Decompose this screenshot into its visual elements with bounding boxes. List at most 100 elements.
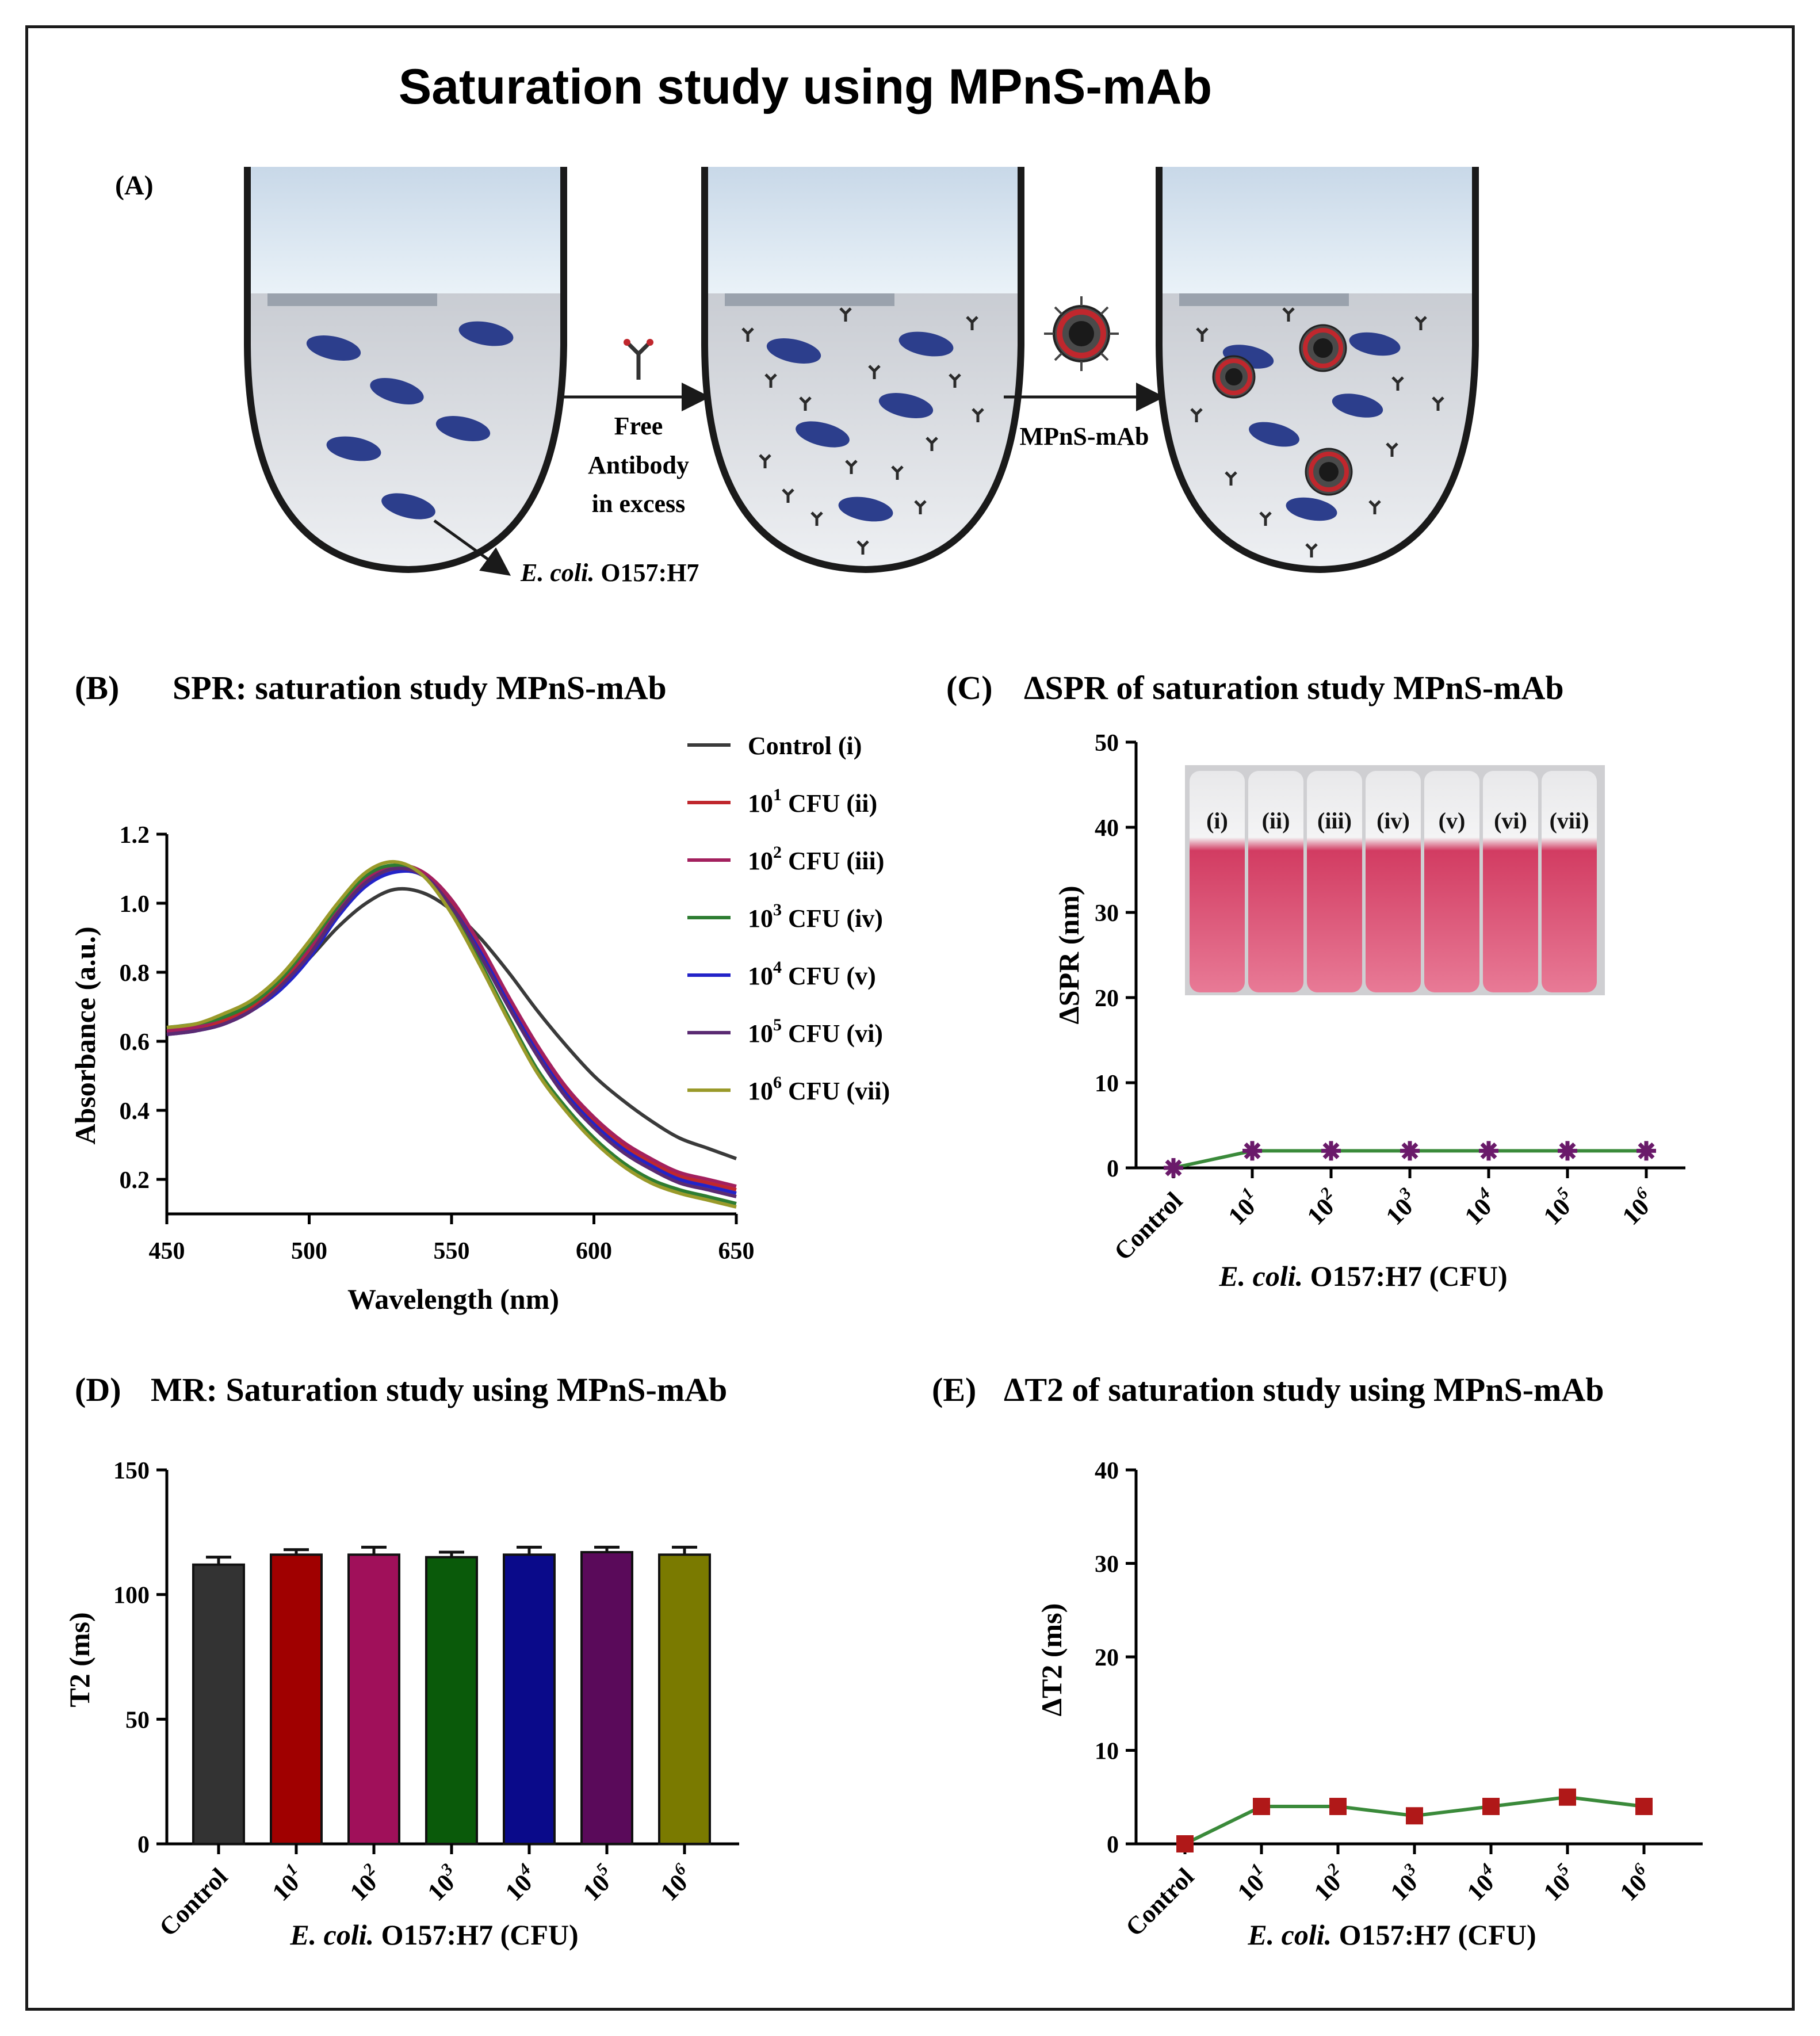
c-x-tick-label: Control (1108, 1186, 1188, 1266)
e-x-tick-label: Control (1120, 1862, 1199, 1942)
b-y-tick-label: 0.8 (120, 960, 150, 987)
d-error-bar-1 (206, 1556, 231, 1565)
c-y-tick-label: 10 (1095, 1071, 1119, 1097)
e-y-tick-label: 20 (1095, 1645, 1119, 1671)
d-bar-3 (347, 1553, 400, 1845)
b-y-tick-label: 0.6 (120, 1029, 150, 1056)
panel-e-title: ΔT2 of saturation study using MPnS-mAb (1004, 1371, 1604, 1408)
d-x-tick-label: 104 (497, 1859, 544, 1906)
e-point-3 (1329, 1798, 1347, 1815)
b-legend-label-7: 106 CFU (vii) (748, 1073, 890, 1105)
panel-b-title: SPR: saturation study MPnS-mAb (173, 669, 667, 706)
d-error-bar-2 (284, 1548, 309, 1555)
d-bar-4 (425, 1556, 478, 1846)
panel-b-chart: (B) SPR: saturation study MPnS-mAb 450 50… (69, 669, 890, 1315)
d-x-tick-label: 105 (575, 1859, 621, 1906)
inset-tube-3 (1307, 771, 1362, 992)
panel-c-title: ΔSPR of saturation study MPnS-mAb (1024, 669, 1564, 706)
step-1-caption: Free Antibody in excess (588, 412, 689, 518)
b-series-line-7 (166, 860, 737, 1209)
e-x-tick-label: 105 (1535, 1859, 1582, 1906)
svg-text:in excess: in excess (592, 490, 686, 518)
panel-c-ylabel: ΔSPR (nm) (1053, 885, 1085, 1024)
d-bar-2 (270, 1553, 323, 1845)
inset-tube-2 (1248, 771, 1303, 992)
inset-tube-7 (1542, 771, 1597, 992)
e-x-tick-label: 106 (1612, 1859, 1658, 1906)
panel-c-xlabel: E. coli. O157:H7 (CFU) (1218, 1260, 1507, 1292)
d-bar-6 (580, 1551, 633, 1845)
c-point-3 (1321, 1141, 1341, 1161)
b-series-line-1 (166, 887, 737, 1160)
inset-tube-label: (iii) (1317, 808, 1352, 834)
e-x-tick-label: 102 (1306, 1859, 1352, 1906)
svg-text:Antibody: Antibody (588, 451, 689, 479)
e-point-5 (1482, 1798, 1500, 1815)
panel-b-label: (B) (75, 669, 119, 706)
panel-d-title: MR: Saturation study using MPnS-mAb (151, 1371, 727, 1408)
figure-border (25, 25, 1795, 2011)
c-point-6 (1558, 1141, 1577, 1161)
d-error-bar-5 (517, 1545, 542, 1555)
b-x-tick-label: 550 (434, 1238, 470, 1265)
e-x-tick-label: 101 (1229, 1859, 1276, 1906)
inset-tube-6 (1483, 771, 1538, 992)
d-error-bar-4 (439, 1550, 464, 1557)
c-point-7 (1637, 1141, 1656, 1161)
d-bar-7 (658, 1553, 711, 1845)
c-y-tick-label: 50 (1095, 730, 1119, 757)
d-error-bar-7 (672, 1545, 697, 1555)
panel-e-label: (E) (932, 1371, 976, 1408)
svg-text:Free: Free (614, 412, 663, 440)
d-x-tick-label: Control (154, 1862, 233, 1942)
c-point-2 (1242, 1141, 1262, 1161)
c-y-tick-label: 40 (1095, 815, 1119, 842)
c-y-tick-label: 30 (1095, 900, 1119, 927)
figure-title: Saturation study using MPnS-mAb (399, 59, 1212, 114)
e-y-tick-label: 0 (1107, 1832, 1119, 1858)
pointer-label: E. coli. O157:H7 (520, 559, 699, 587)
b-legend-label-6: 105 CFU (vi) (748, 1015, 883, 1048)
bacteria-icon (306, 321, 514, 519)
e-y-tick-label: 40 (1095, 1458, 1119, 1484)
panel-d-xlabel: E. coli. O157:H7 (CFU) (289, 1919, 578, 1951)
panel-e-ylabel: ΔT2 (ms) (1035, 1603, 1068, 1717)
b-legend-label-5: 104 CFU (v) (748, 958, 876, 990)
tube-3 (1156, 167, 1479, 574)
d-x-tick-label: 101 (264, 1859, 311, 1906)
e-y-tick-label: 10 (1095, 1739, 1119, 1765)
b-x-tick-label: 650 (718, 1238, 755, 1265)
inset-tube-label: (v) (1439, 808, 1466, 834)
c-x-tick-label: 102 (1299, 1183, 1345, 1230)
e-point-6 (1559, 1788, 1576, 1806)
tube-1 (244, 167, 567, 574)
panel-b-ylabel: Absorbance (a.u.) (69, 926, 101, 1144)
panel-c-label: (C) (946, 669, 993, 706)
b-x-tick-label: 600 (576, 1238, 612, 1265)
d-y-tick-label: 150 (113, 1458, 150, 1484)
b-y-tick-label: 0.2 (120, 1167, 150, 1194)
d-y-tick-label: 100 (113, 1583, 150, 1609)
b-y-tick-label: 1.2 (120, 822, 150, 849)
panel-e-chart: (E) ΔT2 of saturation study using MPnS-m… (932, 1371, 1703, 1951)
b-y-tick-label: 0.4 (120, 1098, 150, 1125)
e-point-4 (1406, 1807, 1423, 1825)
panel-a-label: (A) (115, 170, 154, 201)
panel-b-xlabel: Wavelength (nm) (347, 1283, 559, 1315)
c-x-tick-label: 106 (1614, 1183, 1661, 1230)
b-legend-label-3: 102 CFU (iii) (748, 843, 884, 875)
b-x-tick-label: 450 (149, 1238, 185, 1265)
inset-tube-label: (ii) (1262, 808, 1290, 834)
inset-tube-label: (iv) (1377, 808, 1410, 834)
d-x-tick-label: 103 (419, 1859, 466, 1906)
b-series-line-4 (166, 863, 737, 1205)
d-y-tick-label: 50 (125, 1707, 150, 1733)
tube-2 (701, 167, 1024, 574)
e-y-tick-label: 30 (1095, 1552, 1119, 1578)
d-bar-5 (503, 1553, 556, 1845)
b-series-line-6 (166, 866, 737, 1198)
d-bar-1 (192, 1563, 245, 1846)
inset-tube-label: (vi) (1494, 808, 1527, 834)
panel-d-ylabel: T2 (ms) (63, 1612, 95, 1707)
